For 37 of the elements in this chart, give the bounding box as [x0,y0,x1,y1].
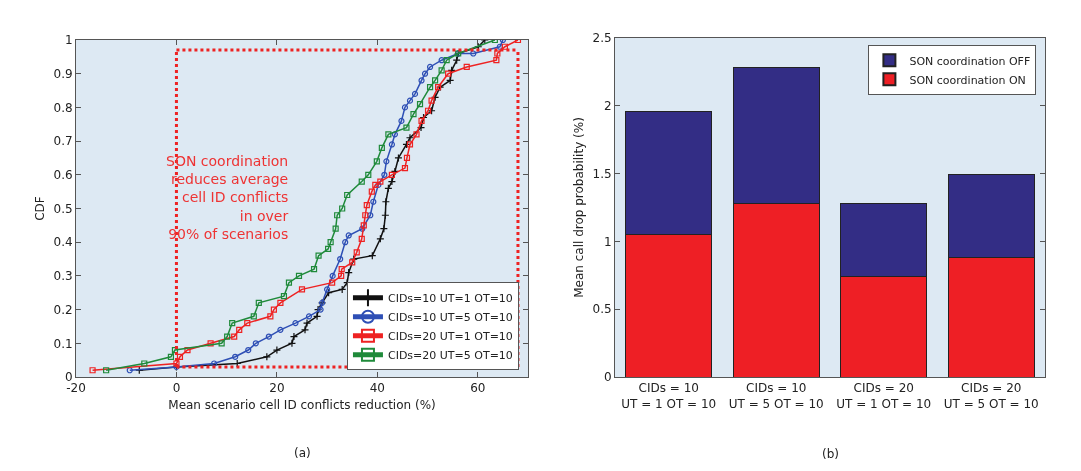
y-axis-title: CDF [32,196,47,221]
text: (b) [822,447,839,461]
annotation: SON coordination reduces average cell ID conflicts in over 90% of scenarios [166,153,289,242]
x-tick-label: 60 [470,381,486,396]
y-tick-label: 0 [603,370,612,385]
y-tick-label: 1 [64,33,73,48]
y-tick-label: 0.2 [53,302,73,317]
y-tick-label: 0.1 [53,336,73,351]
y-axis-title: Mean call drop probability (%) [571,117,586,298]
text: (a) [294,446,311,460]
y-tick-label: 0.3 [53,269,73,284]
legend-label: CIDs=20 UT=5 OT=10 [387,349,513,363]
y-tick-label: 0.5 [53,201,73,216]
x-tick-label: -20 [66,381,86,396]
x-tick-label: 0 [172,381,181,396]
legend-label: CIDs=10 UT=1 OT=10 [387,292,513,306]
y-tick-label: 2.5 [592,31,612,46]
x-axis-title: Mean scenario cell ID conflicts reduction (%) [168,398,436,413]
y-tick-label: 0.4 [53,235,73,250]
y-tick-label: 2 [603,99,612,113]
x-tick-label: CIDs = 10 UT = 1 OT = 10 [621,381,717,411]
legend-label: SON coordination ON [909,73,1026,87]
legend-label: CIDs=20 UT=1 OT=10 [387,330,513,344]
y-tick-label: 0.6 [53,168,73,182]
legend-label: CIDs=10 UT=5 OT=10 [387,311,513,325]
x-tick-label: CIDs = 10 UT = 5 OT = 10 [728,381,824,411]
x-tick-label: 20 [269,381,285,396]
y-tick-label: 0.8 [53,100,73,115]
legend-label: SON coordination OFF [909,54,1031,68]
y-tick-label: 0.7 [53,134,73,149]
y-tick-label: 1 [603,234,612,249]
y-tick-label: 0.9 [53,66,73,81]
y-tick-label: 0.5 [592,302,612,317]
x-tick-label: 40 [369,381,385,396]
x-tick-label: CIDs = 20 UT = 5 OT = 10 [943,381,1039,411]
x-tick-label: CIDs = 20 UT = 1 OT = 10 [836,381,932,411]
y-tick-label: 1.5 [592,166,612,181]
